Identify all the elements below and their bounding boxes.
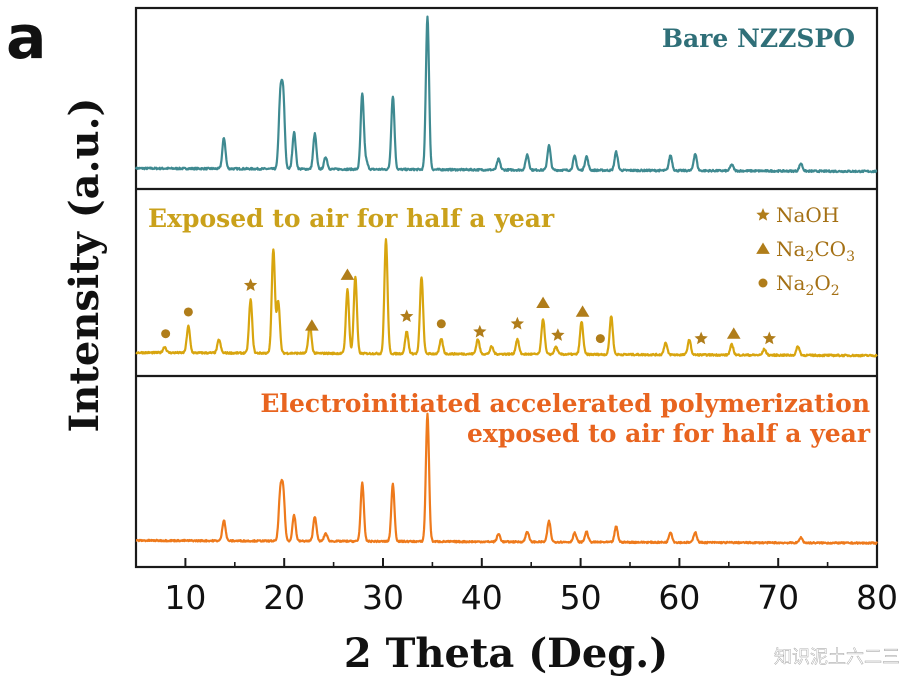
legend-label-na2co3: Na2CO3 <box>776 237 855 265</box>
x-tick-label: 20 <box>263 578 305 617</box>
marker-star <box>400 309 414 323</box>
x-tick-label: 30 <box>362 578 404 617</box>
marker-triangle <box>536 296 550 308</box>
series-label-polymer-line1: Electroinitiated accelerated polymerizat… <box>260 389 870 418</box>
curve-aged <box>135 238 878 358</box>
x-tick-label: 80 <box>856 578 898 617</box>
panel-label: a <box>6 3 47 73</box>
curves-layer <box>134 15 878 545</box>
marker-circle <box>436 319 446 329</box>
marker-triangle <box>575 305 590 317</box>
x-axis-ticks: 10 20 30 40 50 60 70 80 <box>135 558 898 617</box>
marker-star <box>762 331 776 345</box>
series-label-bare: Bare NZZSPO <box>662 24 855 53</box>
x-tick-label: 70 <box>757 578 799 617</box>
curve-polymer <box>135 412 878 545</box>
x-axis-title: 2 Theta (Deg.) <box>344 630 668 677</box>
marker-circle <box>161 329 171 339</box>
series-label-polymer-line2: exposed to air for half a year <box>467 419 871 448</box>
legend-circle-marker <box>758 278 768 288</box>
marker-star <box>473 324 487 338</box>
legend-label-na2o2: Na2O2 <box>776 271 840 299</box>
series-label-aged: Exposed to air for half a year <box>148 204 555 233</box>
marker-triangle <box>340 268 355 280</box>
marker-star <box>510 316 525 330</box>
legend-triangle-marker <box>756 242 770 254</box>
marker-star <box>243 278 258 291</box>
plot-border <box>134 6 879 569</box>
legend-label-naoh: NaOH <box>776 203 839 227</box>
marker-star <box>551 328 565 341</box>
x-tick-label: 60 <box>658 578 700 617</box>
legend-star-marker <box>756 208 770 221</box>
x-tick-label: 40 <box>461 578 503 617</box>
marker-star <box>694 331 708 345</box>
plot-frame <box>134 6 879 569</box>
curve-bare <box>134 15 878 174</box>
marker-triangle <box>726 327 741 339</box>
y-axis-title: Intensity (a.u.) <box>61 98 108 433</box>
watermark: 知识泥土六二三 <box>774 647 900 668</box>
x-tick-label: 10 <box>164 578 206 617</box>
phase-markers <box>161 268 776 345</box>
marker-triangle <box>305 319 319 331</box>
legend: NaOH Na2CO3 Na2O2 <box>756 203 855 299</box>
marker-circle <box>183 307 193 317</box>
marker-circle <box>595 334 605 344</box>
x-tick-label: 50 <box>560 578 602 617</box>
